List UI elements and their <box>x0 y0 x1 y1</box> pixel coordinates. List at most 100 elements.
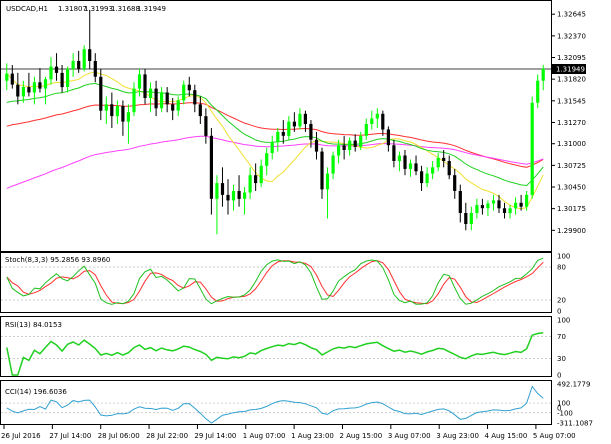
symbol-label: USDCAD,H1 <box>6 5 48 13</box>
candle-body <box>16 84 20 97</box>
stoch-pane-frame <box>0 252 552 313</box>
candle-body <box>110 104 114 117</box>
candle-body <box>259 165 263 184</box>
candle-body <box>226 194 230 201</box>
candle-body <box>66 68 70 87</box>
candle-body <box>353 140 357 147</box>
price-tick-label: 1.31545 <box>557 97 586 105</box>
candle-body <box>143 74 147 98</box>
candle-body <box>420 171 424 184</box>
candle-body <box>154 88 158 109</box>
candle-body <box>436 157 440 168</box>
current-price-box <box>552 63 586 74</box>
stoch-label: Stoch(8,3,3) 95.2856 93.8960 <box>5 256 110 264</box>
candle-body <box>243 192 247 199</box>
candle-body <box>403 155 407 169</box>
candle-body <box>392 145 396 161</box>
cci-label: CCI(14) 196.6036 <box>5 388 67 396</box>
current-price-label: 1.31949 <box>556 65 585 73</box>
candle-body <box>519 202 523 207</box>
candle-body <box>447 161 451 176</box>
candle-body <box>342 145 346 150</box>
candle-body <box>348 140 352 150</box>
x-tick-label: 3 Aug 23:00 <box>436 432 479 440</box>
candle-body <box>187 84 191 91</box>
close-value: 1.31949 <box>137 5 166 13</box>
candle-body <box>176 100 180 111</box>
price-pane-frame <box>0 0 552 252</box>
candle-body <box>425 173 429 183</box>
price-tick-label: 1.32095 <box>557 54 586 62</box>
cci-tick-label: 0 <box>557 404 561 412</box>
stoch-tick-label: 80 <box>557 264 566 272</box>
price-pane: 1.32645 1.32370 1.32095 1.31820 1.31545 1.312… <box>0 9 586 235</box>
candle-body <box>325 173 330 190</box>
stoch-tick-label: 100 <box>557 253 570 261</box>
high-value: 1.31993 <box>84 5 113 13</box>
candle-body <box>193 90 197 105</box>
candle-body <box>237 191 241 199</box>
candle-body <box>38 82 42 89</box>
stoch-tick-label: 20 <box>557 297 566 305</box>
candle-body <box>220 183 225 195</box>
candle-body <box>99 76 103 111</box>
candle-body <box>121 105 125 122</box>
candle-body <box>209 135 213 199</box>
price-tick-label: 1.32370 <box>557 32 586 40</box>
candle-body <box>442 157 446 161</box>
ma-green-line <box>6 82 544 187</box>
cci-tick-label: 100 <box>557 400 570 408</box>
candle-body <box>370 118 374 124</box>
candle-body <box>270 142 274 154</box>
x-tick-label: 4 Aug 15:00 <box>485 432 528 440</box>
rsi-pane: 100 70 30 0 <box>1 317 570 380</box>
price-tick-label: 1.31270 <box>557 119 586 127</box>
stoch-signal-line <box>6 260 544 305</box>
candle-body <box>331 155 335 174</box>
price-tick-label: 1.32645 <box>557 11 586 19</box>
candle-body <box>71 61 75 69</box>
candle-body <box>502 208 507 213</box>
rsi-tick-label: 70 <box>557 333 566 341</box>
candle-body <box>137 74 142 89</box>
candle-body <box>32 82 36 93</box>
ma-yellow-line <box>6 71 544 210</box>
candle-body <box>5 73 9 81</box>
rsi-tick-label: 100 <box>557 317 570 325</box>
candle-body <box>486 203 490 209</box>
candle-body <box>464 213 468 224</box>
cci-line <box>6 385 544 424</box>
candle-body <box>453 175 457 191</box>
candle-body <box>303 113 307 124</box>
candle-body <box>359 135 363 147</box>
candle-body <box>287 121 291 136</box>
price-tick-label: 1.29900 <box>557 227 586 235</box>
candle-body <box>320 151 324 190</box>
candle-body <box>431 167 435 174</box>
candle-body <box>49 66 53 80</box>
candle-body <box>309 124 313 140</box>
rsi-pane-frame <box>0 316 552 377</box>
candle-body <box>514 202 518 209</box>
x-tick-label: 29 Jul 14:00 <box>194 432 236 440</box>
candle-body <box>541 68 545 81</box>
candle-body <box>265 153 269 166</box>
candle-body <box>281 131 285 136</box>
candle-body <box>397 155 401 161</box>
price-tick-label: 1.30725 <box>557 162 586 170</box>
candle-body <box>126 112 130 122</box>
candle-body <box>204 116 208 136</box>
candle-body <box>469 213 473 224</box>
candle-body <box>458 191 462 213</box>
x-tick-label: 5 Aug 07:00 <box>533 432 576 440</box>
candle-body <box>171 104 175 111</box>
candle-body <box>104 104 108 111</box>
x-tick-label: 27 Jul 14:00 <box>49 432 91 440</box>
x-tick-label: 28 Jul 22:00 <box>146 432 188 440</box>
candle-body <box>60 72 64 88</box>
candle-body <box>381 113 385 130</box>
x-axis: 26 Jul 2016 27 Jul 14:00 28 Jul 06:00 28 Ju… <box>1 425 576 440</box>
candle-body <box>27 87 31 93</box>
candle-body <box>182 84 186 101</box>
